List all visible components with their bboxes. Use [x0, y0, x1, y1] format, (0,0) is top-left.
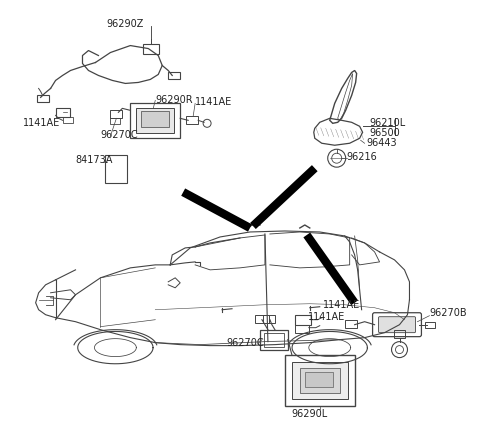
Bar: [263, 315, 275, 323]
Text: 96270B: 96270B: [430, 308, 467, 318]
Text: 96270C: 96270C: [226, 337, 264, 348]
Bar: [295, 325, 309, 333]
Bar: [136, 108, 174, 133]
Bar: [144, 43, 159, 54]
Text: 84173A: 84173A: [75, 155, 113, 165]
Bar: [264, 333, 284, 346]
Bar: [292, 362, 348, 400]
Bar: [106, 155, 127, 183]
Bar: [36, 95, 48, 102]
Text: 96443: 96443: [367, 138, 397, 148]
Bar: [425, 322, 435, 328]
Bar: [56, 108, 70, 117]
Text: 96210L: 96210L: [370, 118, 406, 128]
Bar: [255, 315, 269, 323]
Bar: [300, 367, 340, 393]
Bar: [131, 103, 180, 138]
Bar: [168, 72, 180, 80]
Bar: [305, 371, 333, 388]
Text: 96500: 96500: [370, 128, 400, 138]
Text: 96216: 96216: [347, 152, 377, 162]
Bar: [141, 111, 169, 127]
Bar: [295, 315, 311, 325]
Text: 96290R: 96290R: [155, 95, 193, 105]
Bar: [345, 320, 357, 328]
Bar: [186, 116, 198, 124]
FancyBboxPatch shape: [379, 317, 416, 333]
Bar: [110, 110, 122, 118]
Text: 96290Z: 96290Z: [107, 19, 144, 29]
Text: 1141AE: 1141AE: [23, 118, 60, 128]
Text: 96290L: 96290L: [292, 409, 328, 419]
Bar: [110, 118, 120, 124]
Text: 1141AE: 1141AE: [308, 312, 345, 322]
Text: 1141AE: 1141AE: [195, 97, 232, 107]
Bar: [260, 330, 288, 350]
Bar: [285, 354, 355, 406]
Text: 1141AE: 1141AE: [323, 300, 360, 310]
Bar: [394, 330, 406, 337]
Text: 96270C: 96270C: [100, 130, 138, 140]
Bar: [62, 117, 72, 123]
